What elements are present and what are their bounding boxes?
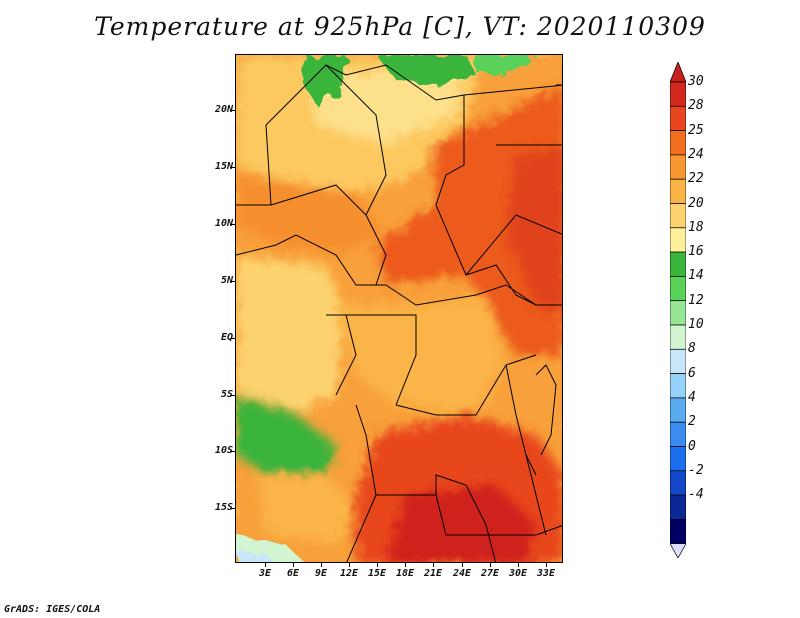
colorbar-top-arrow <box>670 62 686 83</box>
lat-label: 5S <box>220 389 233 400</box>
colorbar-label: 14 <box>688 268 704 284</box>
lon-label: 3E <box>258 568 272 579</box>
colorbar-bottom-arrow <box>670 543 686 558</box>
colorbar-swatch <box>670 227 686 253</box>
colorbar-label: 12 <box>688 292 704 308</box>
colorbar-swatch <box>670 300 686 326</box>
colorbar-swatch <box>670 397 686 423</box>
lat-tick <box>230 451 235 452</box>
colorbar-label: -4 <box>688 487 704 503</box>
lon-tick <box>265 563 266 567</box>
lon-label: 18E <box>395 568 415 579</box>
colorbar-swatch <box>670 276 686 302</box>
lon-label: 6E <box>286 568 300 579</box>
colorbar-label: 10 <box>688 317 704 332</box>
lon-tick <box>518 563 519 567</box>
colorbar-swatch <box>670 373 686 399</box>
colorbar-swatch <box>670 519 686 545</box>
colorbar-swatch <box>670 105 686 131</box>
lon-tick <box>490 563 491 567</box>
colorbar-swatch <box>670 470 686 496</box>
lat-label: 15S <box>214 502 233 513</box>
colorbar-swatch <box>670 178 686 204</box>
colorbar-swatch <box>670 446 686 472</box>
colorbar-label: 8 <box>688 341 696 357</box>
grads-credit: GrADS: IGES/COLA <box>4 604 101 615</box>
colorbar-swatch <box>670 348 686 374</box>
colorbar-swatch <box>670 251 686 277</box>
lat-tick <box>230 338 235 339</box>
lon-label: 33E <box>536 568 556 579</box>
lat-label: 10S <box>214 445 233 456</box>
lat-tick <box>230 281 235 282</box>
lon-label: 30E <box>508 568 528 579</box>
colorbar-label: 16 <box>688 244 704 260</box>
colorbar-label: 2 <box>688 414 696 430</box>
colorbar-swatch <box>670 421 686 447</box>
colorbar-label: -2 <box>688 462 704 478</box>
lon-tick <box>293 563 294 567</box>
map-title: Temperature at 925hPa [C], VT: 202011030… <box>94 12 706 41</box>
lon-tick <box>462 563 463 567</box>
lon-label: 9E <box>314 568 328 579</box>
lat-tick <box>230 224 235 225</box>
colorbar-label: 25 <box>688 122 704 138</box>
lon-tick <box>405 563 406 567</box>
lon-tick <box>321 563 322 567</box>
lon-label: 24E <box>452 568 472 579</box>
temperature-map <box>235 54 563 563</box>
colorbar <box>670 62 686 558</box>
lat-label: EQ <box>220 332 233 343</box>
colorbar-swatch <box>670 203 686 229</box>
colorbar-label: 0 <box>688 438 696 454</box>
colorbar-label: 30 <box>688 74 704 89</box>
lon-label: 27E <box>480 568 500 579</box>
lon-label: 15E <box>367 568 387 579</box>
colorbar-swatch <box>670 494 686 520</box>
lon-tick <box>433 563 434 567</box>
colorbar-label: 28 <box>688 98 704 114</box>
lon-tick <box>349 563 350 567</box>
colorbar-swatch <box>670 324 686 350</box>
lat-tick <box>230 110 235 111</box>
lon-label: 12E <box>339 568 359 579</box>
lat-label: 20N <box>214 104 233 115</box>
colorbar-label: 20 <box>688 195 704 211</box>
lat-label: 15N <box>214 161 233 172</box>
colorbar-swatch <box>670 130 686 156</box>
colorbar-label: 24 <box>688 146 704 162</box>
colorbar-label: 6 <box>688 365 696 381</box>
lat-tick <box>230 395 235 396</box>
lon-tick <box>377 563 378 567</box>
lon-tick <box>546 563 547 567</box>
lon-label: 21E <box>423 568 443 579</box>
temperature-field <box>236 55 562 562</box>
colorbar-swatch <box>670 154 686 180</box>
colorbar-label: 4 <box>688 389 696 405</box>
lat-label: 5N <box>220 275 233 286</box>
lat-tick <box>230 167 235 168</box>
colorbar-label: 22 <box>688 171 704 187</box>
colorbar-swatch <box>670 81 686 107</box>
colorbar-label: 18 <box>688 219 704 235</box>
lat-label: 10N <box>214 218 233 229</box>
lat-tick <box>230 508 235 509</box>
